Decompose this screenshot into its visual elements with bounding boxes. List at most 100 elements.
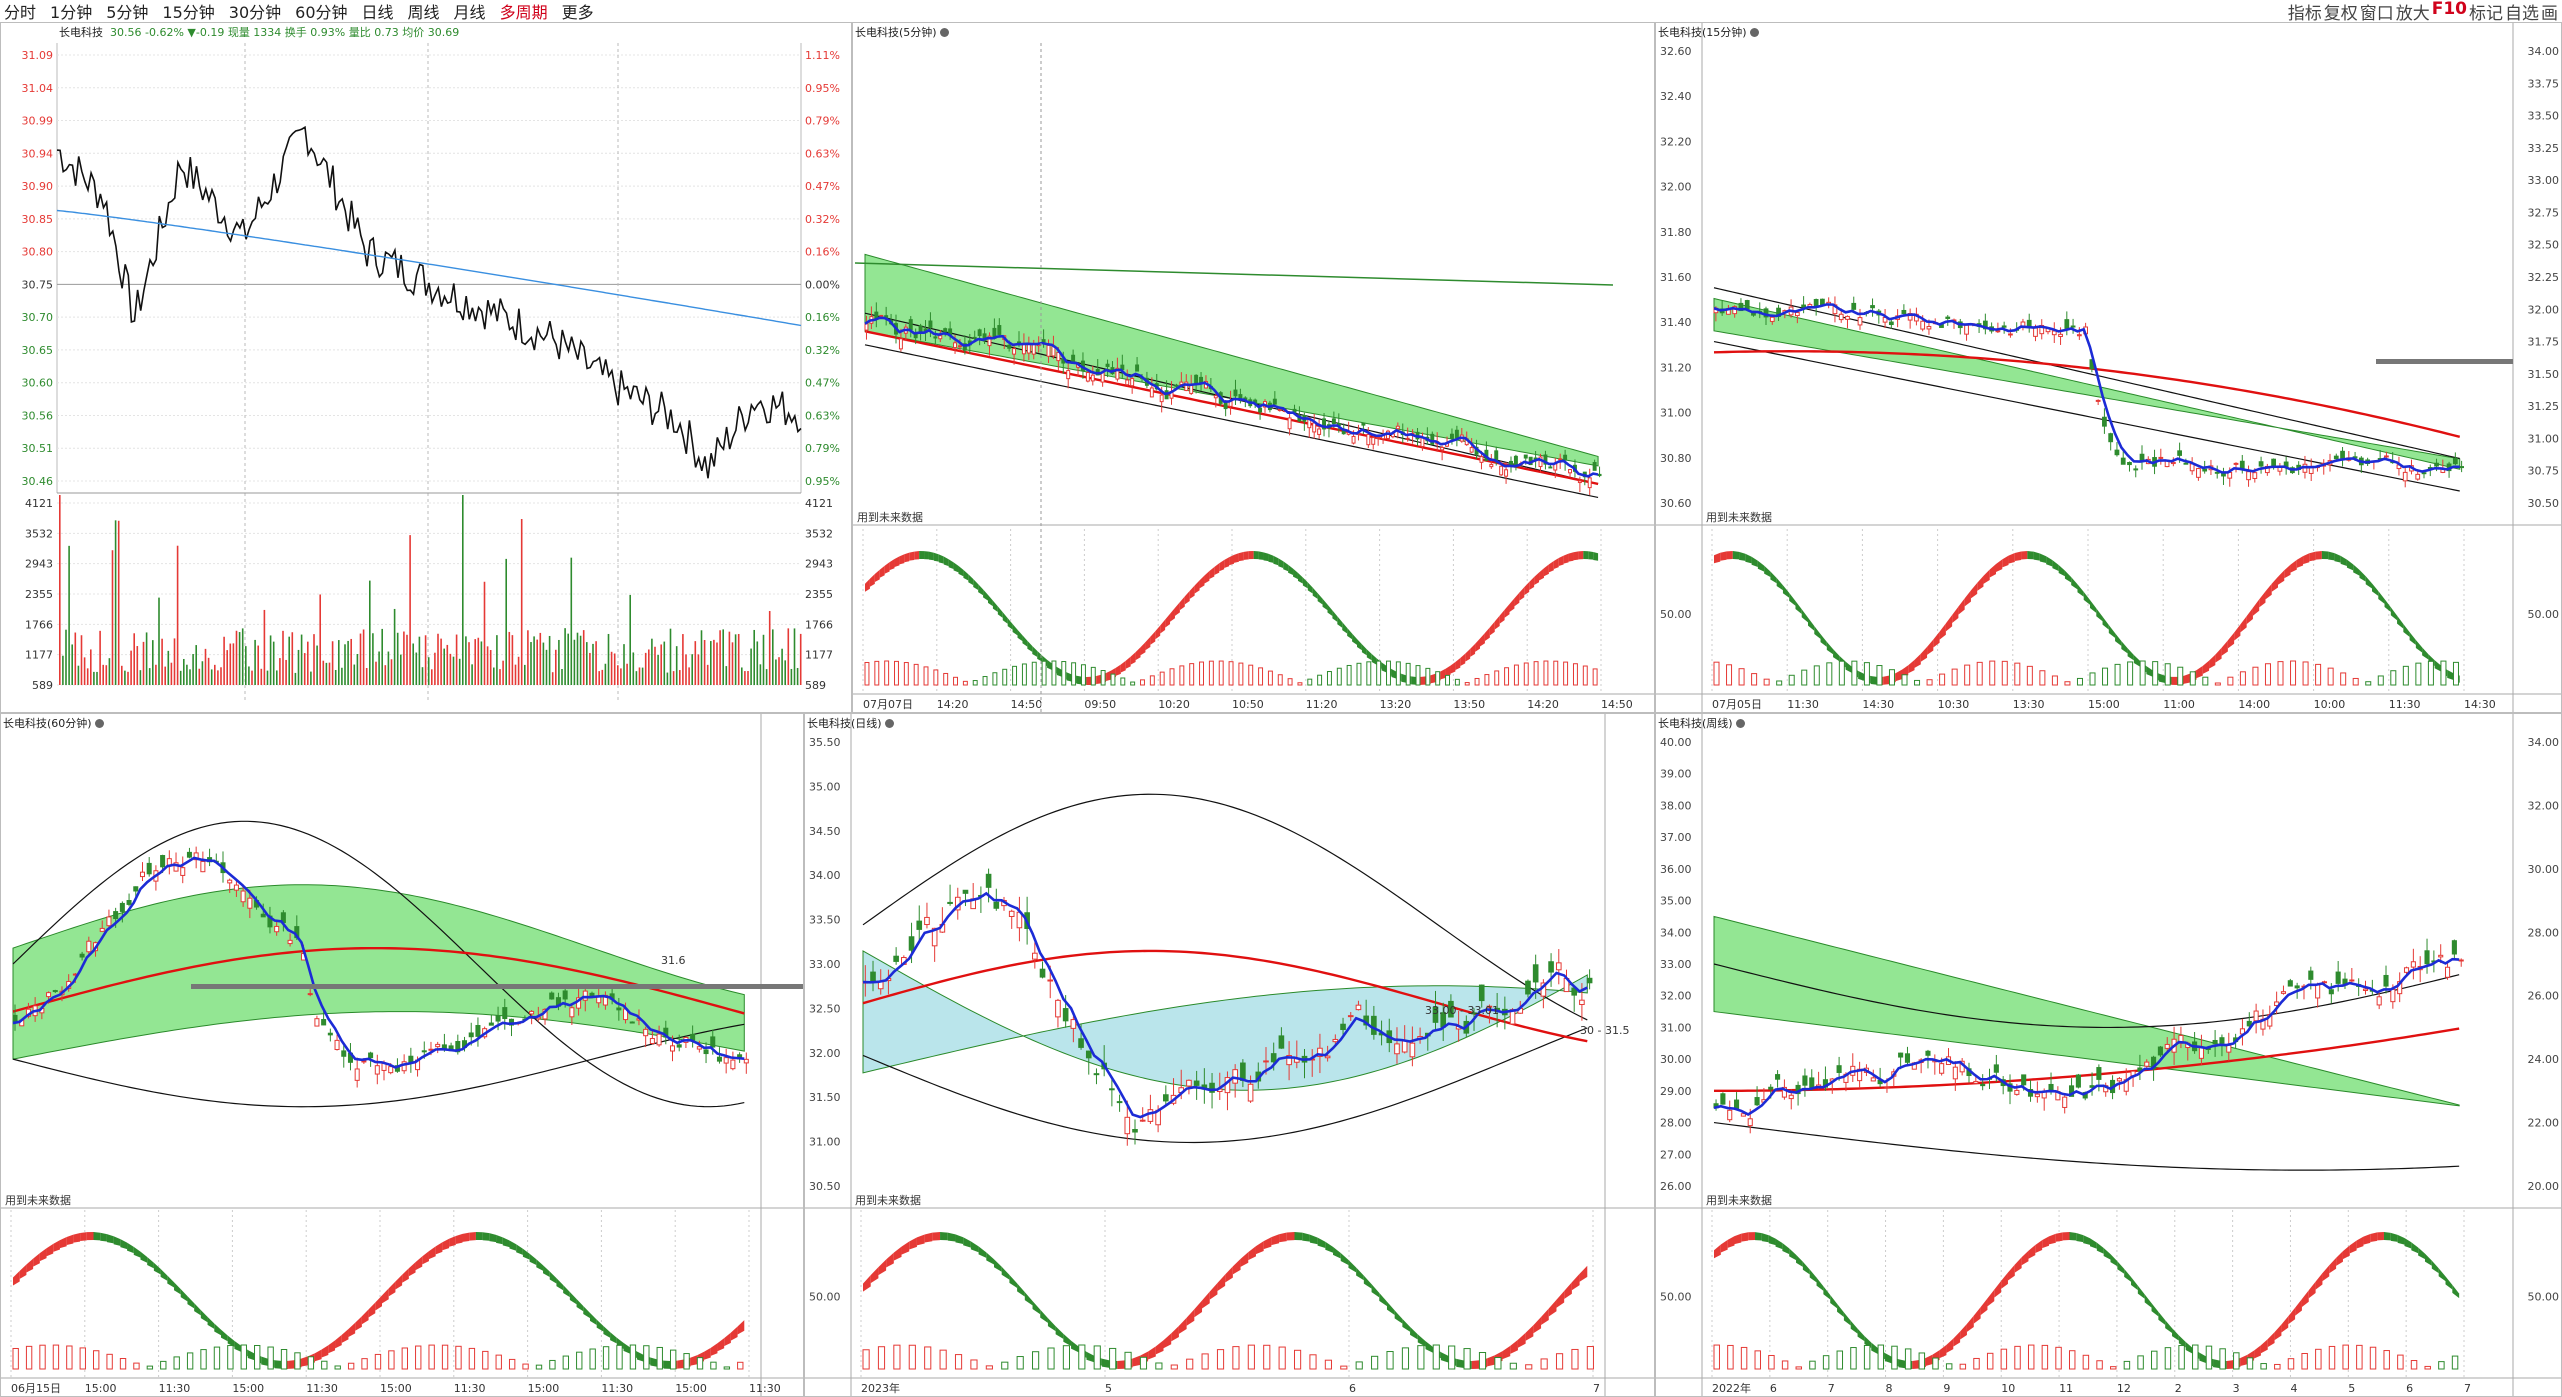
- toolbar-tool-button[interactable]: 自选: [2505, 3, 2539, 24]
- osc-bar: [2076, 677, 2083, 686]
- volume-bar: [703, 640, 706, 685]
- gear-icon[interactable]: [884, 719, 894, 728]
- x-tick: 13:50: [1453, 698, 1485, 711]
- oscillator-segment: [2083, 591, 2090, 605]
- volume-bar: [679, 670, 681, 685]
- volume-bar: [499, 669, 501, 685]
- toolbar-tool-button[interactable]: 复权: [2323, 3, 2358, 24]
- bollinger-line: [1713, 287, 2460, 460]
- oscillator-segment: [2058, 564, 2065, 577]
- y-tick: 34.00: [1660, 926, 1692, 939]
- blue-ma-line: [12, 856, 745, 1069]
- oscillator-segment: [1450, 662, 1456, 674]
- osc-bar: [1448, 1345, 1456, 1370]
- candle-body: [1317, 428, 1322, 435]
- period-tab[interactable]: 月线: [453, 3, 486, 22]
- oscillator-segment: [1953, 1331, 1961, 1347]
- period-tab[interactable]: 60分钟: [295, 3, 348, 22]
- osc-bar: [1754, 1350, 1761, 1370]
- oscillator-segment: [2127, 648, 2134, 661]
- period-tab[interactable]: 多周期: [499, 3, 548, 22]
- oscillator-segment: [899, 554, 905, 565]
- chart-15min[interactable]: 32.6032.4032.2032.0031.8031.6031.4031.20…: [1656, 23, 2562, 713]
- volume-bar: [365, 668, 368, 685]
- oscillator-segment: [1802, 1261, 1810, 1275]
- candle-body: [46, 992, 52, 998]
- osc-bar: [1474, 677, 1480, 686]
- oscillator-segment: [1720, 1239, 1728, 1253]
- candle-body: [1486, 1005, 1493, 1008]
- candle-body: [893, 955, 899, 962]
- right-tick: 30.50: [2528, 497, 2560, 510]
- candle-body: [582, 990, 588, 1001]
- oscillator-segment: [2007, 1264, 2015, 1281]
- period-tab[interactable]: 日线: [361, 3, 394, 22]
- toolbar-tool-button[interactable]: F10: [2431, 0, 2467, 19]
- oscillator-segment: [1884, 1353, 1892, 1364]
- oscillator-segment: [1593, 551, 1599, 561]
- candle-body: [1904, 1053, 1911, 1063]
- volume-bar: [396, 632, 399, 685]
- period-tab[interactable]: 1分钟: [50, 3, 93, 22]
- x-tick: 7: [2464, 1382, 2471, 1395]
- candle-body: [1263, 1060, 1269, 1063]
- volume-bar: [465, 636, 467, 685]
- panel-60min-title-text: 长电科技(60分钟): [3, 717, 92, 730]
- toolbar-tool-button[interactable]: 窗口: [2359, 3, 2394, 24]
- y-tick: 31.40: [1660, 316, 1692, 329]
- period-tab[interactable]: 15分钟: [162, 3, 215, 22]
- oscillator-segment: [388, 1281, 396, 1297]
- volume-bar: [669, 628, 672, 685]
- oscillator-segment: [955, 1234, 964, 1244]
- x-tick: 11:00: [2163, 698, 2195, 711]
- gear-icon[interactable]: [1735, 719, 1745, 728]
- osc-bar: [2287, 1358, 2295, 1370]
- oscillator-segment: [863, 1275, 871, 1292]
- volume-bar: [248, 666, 250, 685]
- oscillator-segment: [1460, 653, 1466, 666]
- intraday-chart[interactable]: 31.09 1.11%31.04 0.95%30.99 0.79%30.94 0.63%…: [1, 23, 852, 713]
- period-tab[interactable]: 更多: [561, 3, 594, 22]
- candle-body: [703, 1049, 709, 1055]
- candle-body: [2164, 1043, 2170, 1049]
- toolbar-tool-button[interactable]: 画: [2541, 3, 2558, 24]
- candle-body: [1768, 1086, 1774, 1090]
- x-tick: 11:30: [306, 1382, 338, 1395]
- volume-bar: [793, 628, 796, 685]
- oscillator-segment: [1063, 1333, 1072, 1346]
- candle-body: [86, 940, 92, 953]
- candle-body: [2444, 966, 2451, 978]
- candle-body: [1973, 1080, 1979, 1084]
- osc-bar: [2137, 1355, 2144, 1370]
- volume-bar: [539, 632, 542, 685]
- oscillator-segment: [889, 559, 895, 571]
- period-tab[interactable]: 5分钟: [106, 3, 149, 22]
- toolbar-tool-button[interactable]: 指标: [2287, 3, 2322, 24]
- gear-icon[interactable]: [939, 28, 949, 37]
- toolbar-tool-button[interactable]: 标记: [2469, 3, 2503, 24]
- volume-bar: [220, 667, 222, 685]
- chart-weekly[interactable]: 40.0039.0038.0037.0036.0035.0034.0033.00…: [1656, 714, 2562, 1397]
- gear-icon[interactable]: [1749, 28, 1759, 37]
- oscillator-segment: [522, 1248, 530, 1260]
- toolbar-tool-button[interactable]: 放大: [2395, 3, 2430, 24]
- candle-body: [1324, 1055, 1331, 1059]
- volume-bar: [700, 630, 703, 685]
- candle-body: [1568, 469, 1573, 474]
- chart-daily[interactable]: 35.5035.0034.5034.0033.5033.0032.5032.00…: [805, 714, 1655, 1397]
- candle-body: [1555, 962, 1562, 971]
- period-tab[interactable]: 30分钟: [228, 3, 282, 22]
- period-tab[interactable]: 分时: [4, 3, 37, 22]
- volume-bar: [62, 655, 64, 685]
- oscillator-segment: [1348, 1259, 1357, 1273]
- gear-icon[interactable]: [94, 719, 104, 728]
- candle-body: [1139, 1119, 1146, 1122]
- candle-body: [200, 861, 206, 873]
- period-tab[interactable]: 周线: [407, 3, 440, 22]
- osc-bar: [723, 1366, 731, 1370]
- candle-body: [1021, 343, 1026, 355]
- bollinger-line: [862, 793, 1588, 1021]
- volume-bar: [83, 657, 86, 685]
